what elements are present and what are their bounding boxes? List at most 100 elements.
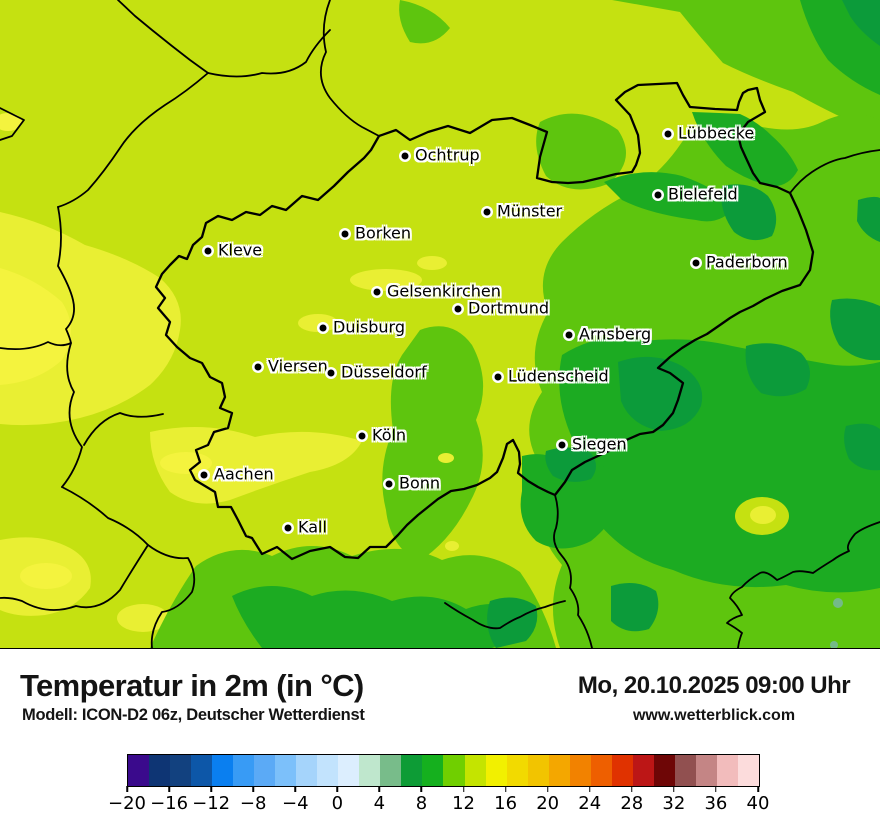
colorbar-tick-label: 28 xyxy=(620,793,644,814)
nl-border-line xyxy=(0,107,25,141)
city-label: Köln xyxy=(372,425,407,445)
temperature-colorbar xyxy=(127,754,760,787)
colorbar-tick xyxy=(757,786,759,792)
colorbar-segment xyxy=(275,755,297,786)
temperature-field-svg xyxy=(0,0,880,648)
colorbar-segment xyxy=(548,755,570,786)
colorbar-tick xyxy=(378,786,381,792)
colorbar-segment xyxy=(128,755,150,786)
be-border-line xyxy=(0,486,149,611)
city-dot-icon xyxy=(483,208,491,216)
colorbar-segment xyxy=(149,755,171,786)
city-label: Arnsberg xyxy=(579,324,652,344)
colorbar-tick-label: 8 xyxy=(415,793,428,814)
colorbar-tick-label: 16 xyxy=(494,793,518,814)
colorbar-segment xyxy=(191,755,213,786)
city-label: Dortmund xyxy=(468,298,549,318)
nl-border-line xyxy=(207,29,331,78)
city-label: Kall xyxy=(298,517,327,537)
colorbar-tick xyxy=(126,786,128,792)
city-dot-icon xyxy=(327,369,335,377)
state-border-lines xyxy=(0,0,880,648)
city-dot-icon xyxy=(319,324,327,332)
colorbar-segment xyxy=(464,755,486,786)
colorbar-tick xyxy=(588,786,591,792)
colorbar-segment xyxy=(506,755,528,786)
colorbar-tick-label: −12 xyxy=(192,793,231,814)
city-label: Bielefeld xyxy=(668,184,738,204)
colorbar-segment xyxy=(737,755,759,786)
colorbar-segment xyxy=(380,755,402,786)
city-label: Lüdenscheid xyxy=(508,366,609,386)
city-label: Paderborn xyxy=(706,252,788,272)
colorbar-tick xyxy=(631,786,633,792)
nl-border-line xyxy=(83,412,164,446)
city-label: Viersen xyxy=(268,356,328,376)
city-label: Münster xyxy=(497,201,563,221)
colorbar-segment xyxy=(674,755,696,786)
colorbar-tick xyxy=(462,786,465,792)
city-dot-icon xyxy=(654,191,662,199)
colorbar-tick-labels: −20 −16 −12 −8 −4 0 4 8 12 16 20 24 28 32 36 40 xyxy=(108,786,769,826)
colorbar-tick xyxy=(420,786,423,792)
city-dot-icon xyxy=(358,432,366,440)
city-label: Borken xyxy=(355,223,412,243)
nl-border-line xyxy=(320,0,380,137)
colorbar-tick xyxy=(168,786,170,792)
hessen-border-line xyxy=(726,521,880,648)
colorbar-segment xyxy=(653,755,675,786)
colorbar-segment xyxy=(401,755,423,786)
city-dot-icon xyxy=(558,441,566,449)
colorbar-segment xyxy=(695,755,717,786)
colorbar-segment xyxy=(254,755,276,786)
colorbar-tick-label: 0 xyxy=(331,793,344,814)
nl-border-line xyxy=(57,72,209,208)
colorbar-segment xyxy=(611,755,633,786)
rp-hessen-border-line xyxy=(553,494,593,648)
city-label: Bonn xyxy=(399,473,441,493)
colorbar-segment xyxy=(716,755,738,786)
colorbar-tick xyxy=(210,786,212,792)
page-title: Temperatur in 2m (in °C) xyxy=(20,668,364,703)
rp-border-line xyxy=(444,600,566,630)
city-dot-icon xyxy=(284,524,292,532)
colorbar-tick-label: 36 xyxy=(704,793,728,814)
colorbar-tick xyxy=(673,786,675,792)
colorbar-tick-label: −8 xyxy=(239,793,267,814)
colorbar-tick-label: 24 xyxy=(578,793,602,814)
colorbar-tick-label: −4 xyxy=(281,793,309,814)
colorbar-tick-label: 40 xyxy=(746,793,770,814)
colorbar-segment xyxy=(212,755,234,786)
be-border-line xyxy=(147,544,196,648)
city-dot-icon xyxy=(254,363,262,371)
city-label: Ochtrup xyxy=(415,145,480,165)
colorbar-segment xyxy=(632,755,654,786)
city-label: Aachen xyxy=(214,464,274,484)
city-label: Düsseldorf xyxy=(341,362,427,382)
city-dot-icon xyxy=(204,247,212,255)
website-credit: www.wetterblick.com xyxy=(632,707,796,724)
colorbar-segment xyxy=(233,755,255,786)
temperature-map: Ochtrup Lübbecke Bielefeld Münster Borken Kle… xyxy=(0,0,880,649)
colorbar-tick xyxy=(294,786,297,792)
nrw-state-border xyxy=(154,81,815,561)
colorbar-tick-label: 32 xyxy=(662,793,686,814)
city-label: Gelsenkirchen xyxy=(387,281,501,301)
colorbar-tick-label: 4 xyxy=(373,793,386,814)
city-dot-icon xyxy=(692,259,700,267)
city-dot-icon xyxy=(385,480,393,488)
city-layer: Ochtrup Lübbecke Bielefeld Münster Borken Kle… xyxy=(200,124,788,537)
nl-border-line xyxy=(0,341,72,351)
colorbar-segment xyxy=(485,755,507,786)
city-dot-icon xyxy=(373,288,381,296)
colorbar-segment xyxy=(443,755,465,786)
colorbar-segment xyxy=(317,755,339,786)
colorbar-segment xyxy=(170,755,192,786)
footer-panel: Temperatur in 2m (in °C) Modell: ICON-D2… xyxy=(0,650,880,830)
colorbar-segment xyxy=(422,755,444,786)
city-dot-icon xyxy=(664,130,672,138)
colorbar-tick xyxy=(715,786,717,792)
colorbar-tick xyxy=(252,786,254,792)
colorbar-segment xyxy=(527,755,549,786)
city-label: Kleve xyxy=(218,240,263,260)
